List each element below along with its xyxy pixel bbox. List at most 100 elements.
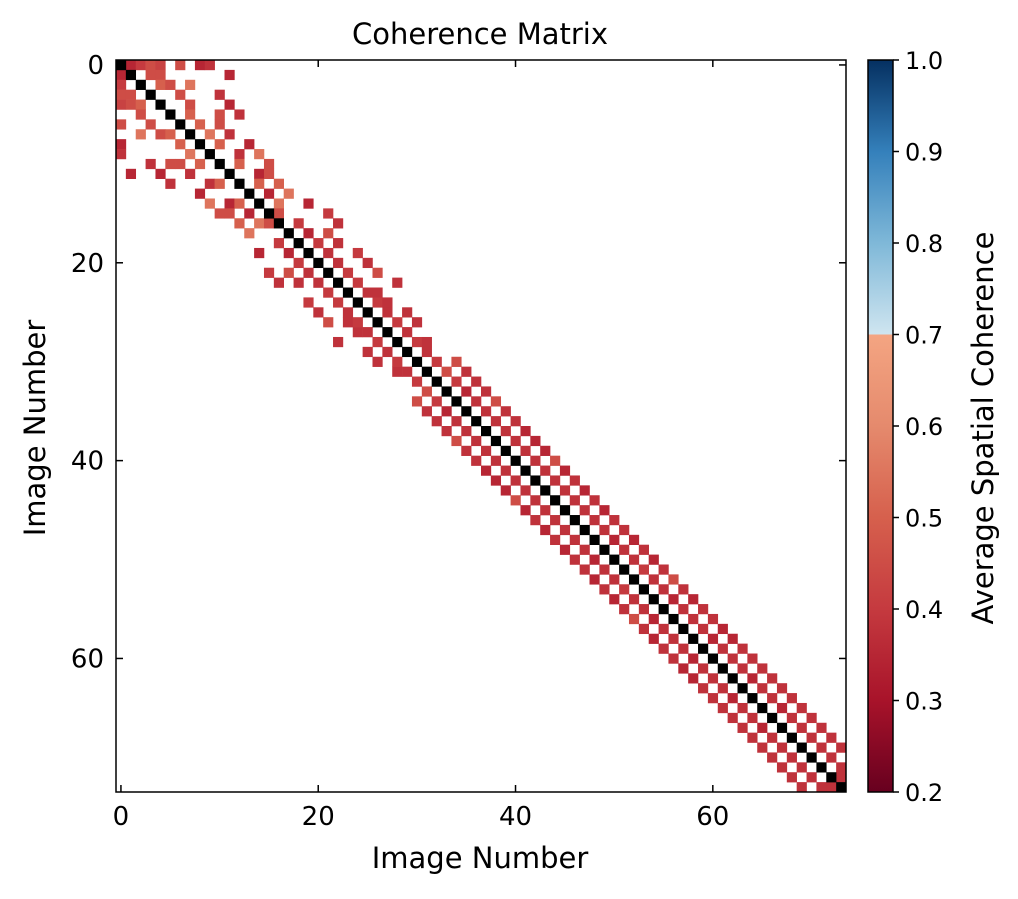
heatmap-cell xyxy=(796,762,807,773)
diagonal-cell xyxy=(214,158,225,170)
heatmap-cell xyxy=(619,544,630,555)
diagonal-cell xyxy=(786,732,797,743)
heatmap-cell xyxy=(776,702,788,714)
heatmap-cell xyxy=(796,722,807,733)
colorbar-tick-label: 0.8 xyxy=(905,230,943,258)
heatmap-cell xyxy=(727,653,738,664)
diagonal-cell xyxy=(658,604,669,615)
heatmap-cell xyxy=(569,495,580,506)
heatmap-cell xyxy=(569,475,580,486)
heatmap-cell xyxy=(658,584,669,595)
heatmap-cell xyxy=(589,495,600,506)
heatmap-cell xyxy=(392,277,403,288)
heatmap-cell xyxy=(786,693,797,704)
heatmap-cell xyxy=(214,119,225,130)
diagonal-cell xyxy=(372,317,383,328)
heatmap-cell xyxy=(323,247,334,259)
diagonal-cell xyxy=(194,139,206,150)
diagonal-cell xyxy=(747,693,758,704)
heatmap-cell xyxy=(678,643,689,654)
heatmap-cell xyxy=(441,426,452,437)
heatmap-cell xyxy=(204,178,215,189)
heatmap-cell xyxy=(194,158,206,170)
heatmap-cell xyxy=(747,653,758,664)
heatmap-cell xyxy=(313,238,324,249)
heatmap-cell xyxy=(342,317,354,328)
heatmap-cell xyxy=(411,336,423,348)
heatmap-cell xyxy=(234,218,245,229)
heatmap-cell xyxy=(569,554,580,565)
heatmap-cell xyxy=(352,317,363,328)
heatmap-cell xyxy=(648,613,659,625)
heatmap-cell xyxy=(717,643,728,654)
heatmap-cell xyxy=(214,139,225,150)
heatmap-cell xyxy=(836,742,847,753)
x-tick-label: 20 xyxy=(302,802,335,832)
heatmap-cell xyxy=(254,149,265,160)
heatmap-cell xyxy=(599,524,610,536)
heatmap-cell xyxy=(500,465,511,476)
heatmap-cell xyxy=(599,505,610,516)
heatmap-cell xyxy=(116,99,127,110)
heatmap-cell xyxy=(185,168,196,179)
heatmap-cell xyxy=(698,623,709,635)
heatmap-cell xyxy=(678,663,689,674)
y-tick-label: 40 xyxy=(71,447,104,477)
diagonal-cell xyxy=(589,534,600,545)
heatmap-cell xyxy=(451,356,462,367)
colorbar-tick-label: 0.5 xyxy=(905,505,943,533)
heatmap-cell xyxy=(481,465,492,476)
heatmap-cell xyxy=(836,772,847,783)
heatmap-cell xyxy=(638,544,649,555)
heatmap-cell xyxy=(303,198,314,209)
heatmap-cell xyxy=(293,257,304,269)
heatmap-cell xyxy=(471,396,482,407)
heatmap-cell xyxy=(155,69,166,81)
heatmap-cell xyxy=(165,178,176,189)
colorbar-tick-label: 1.0 xyxy=(905,47,943,75)
heatmap-cell xyxy=(323,208,334,219)
diagonal-cell xyxy=(530,475,541,486)
diagonal-cell xyxy=(688,633,699,644)
x-axis-label: Image Number xyxy=(372,841,589,875)
heatmap-cell xyxy=(451,435,462,447)
heatmap-cell xyxy=(707,613,719,625)
diagonal-cell xyxy=(185,129,196,140)
heatmap-cell xyxy=(806,732,817,743)
diagonal-cell xyxy=(471,416,482,427)
heatmap-cell xyxy=(185,79,196,90)
heatmap-cell xyxy=(727,712,738,724)
diagonal-cell xyxy=(816,762,827,773)
heatmap-cell xyxy=(668,594,679,605)
heatmap-cell xyxy=(747,712,758,724)
colorbar-tick-label: 0.6 xyxy=(905,413,943,441)
heatmap-cell xyxy=(668,574,679,585)
heatmap-cell xyxy=(540,445,551,456)
heatmap-cell xyxy=(333,297,344,308)
heatmap-cell xyxy=(757,722,768,733)
heatmap-cell xyxy=(273,208,284,219)
heatmap-cell xyxy=(333,336,344,348)
heatmap-cell xyxy=(707,673,719,684)
heatmap-cell xyxy=(392,317,403,328)
diagonal-cell xyxy=(333,277,344,288)
heatmap-cell xyxy=(589,515,600,526)
heatmap-cell xyxy=(283,188,294,199)
diagonal-cell xyxy=(303,247,314,259)
diagonal-cell xyxy=(628,574,640,585)
heatmap-cell xyxy=(461,426,472,437)
heatmap-cell xyxy=(263,168,275,179)
heatmap-cell xyxy=(767,693,778,704)
heatmap-cell xyxy=(471,435,482,447)
diagonal-cell xyxy=(767,712,778,724)
diagonal-cell xyxy=(579,524,590,536)
heatmap-cell xyxy=(826,752,837,763)
heatmap-cell xyxy=(421,386,432,397)
heatmap-cell xyxy=(550,455,561,466)
diagonal-cell xyxy=(293,238,304,249)
heatmap-cell xyxy=(678,604,689,615)
heatmap-cell xyxy=(619,524,630,536)
x-tick-label: 60 xyxy=(696,802,729,832)
heatmap-cell xyxy=(569,534,580,545)
heatmap-cell xyxy=(175,89,186,100)
